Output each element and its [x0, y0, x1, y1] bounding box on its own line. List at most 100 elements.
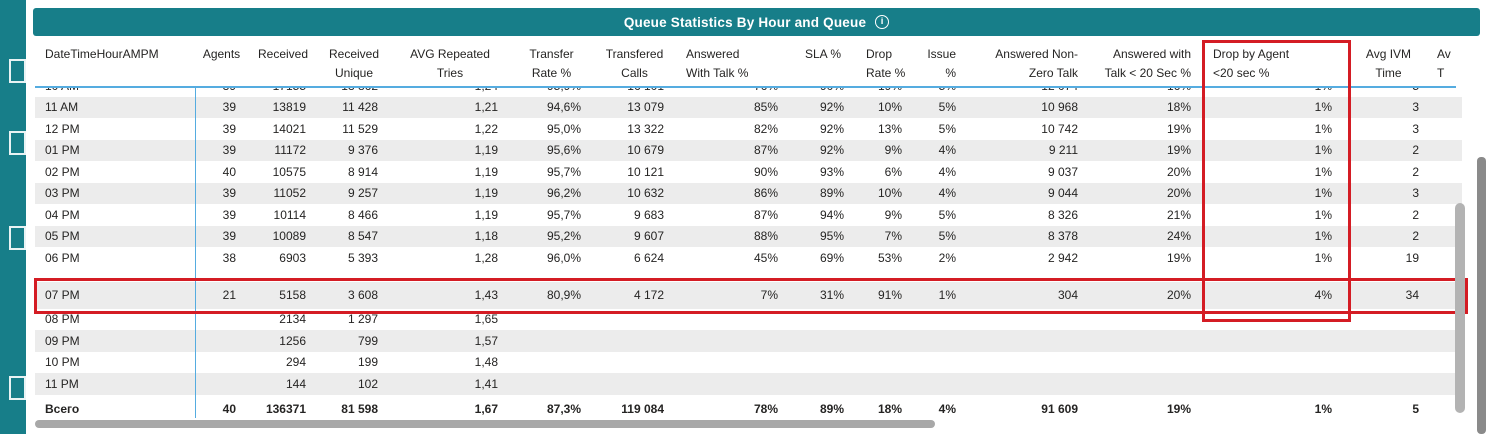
cell-received_unique: 81 598 [341, 402, 378, 416]
cell-avg_repeated_tries: 1,18 [474, 229, 498, 244]
left-panel-button-1[interactable] [9, 59, 26, 83]
column-header-sla_pct[interactable]: SLA % [804, 47, 842, 61]
cell-answered_with_talk_pct: 86% [753, 186, 778, 201]
column-header-drop_by_agent_lt_20_sec_pct[interactable]: Drop by Agent <20 sec % [1213, 47, 1290, 80]
cell-avg_repeated_tries: 1,19 [474, 143, 498, 158]
cell-avg_ivm_time: 34 [1405, 288, 1419, 302]
cell-received_unique: 8 547 [347, 229, 378, 244]
column-header-answered_non_zero_talk[interactable]: Answered Non- Zero Talk [995, 47, 1078, 80]
table-row-06-pm[interactable]: 06 PM 38 6903 5 393 1,28 96,0% 6 624 45% 69% 53% 2… [35, 247, 1462, 269]
table-row-12-pm[interactable]: 12 PM 39 14021 11 529 1,22 95,0% 13 322 82% 92% 1… [35, 118, 1462, 140]
cell-answered_with_talk_pct: 90% [753, 164, 778, 179]
column-header-agents[interactable]: Agents [202, 47, 241, 61]
column-header-avg_ivm_time[interactable]: Avg IVM Time [1365, 47, 1412, 80]
cell-transfer_rate_pct: 96,2% [546, 186, 581, 201]
cell-transfered_calls: 9 607 [633, 229, 664, 244]
cell-date_time_hour_ampm: 03 PM [45, 186, 80, 201]
cell-avg_repeated_tries: 1,19 [474, 164, 498, 179]
table-row-10-am[interactable]: 10 AM391715513 8621,2495,9%16 10176%90%1… [35, 88, 1462, 97]
cell-avg_ivm_time: 5 [1350, 88, 1427, 93]
table-row-04-pm[interactable]: 04 PM 39 10114 8 466 1,19 95,7% 9 683 87% 94% 9% 5… [35, 204, 1462, 226]
table-row-08-pm[interactable]: 08 PM 2134 1 297 1,65 [35, 309, 1462, 331]
table-row-05-pm[interactable]: 05 PM 39 10089 8 547 1,18 95,2% 9 607 88% 95% 7% 5… [35, 225, 1462, 247]
cell-drop_rate_pct: 53% [877, 250, 902, 265]
cell-issue_pct: 5% [938, 229, 956, 244]
table-row-11-pm[interactable]: 11 PM 144 102 1,41 [35, 373, 1462, 395]
cell-drop_rate_pct: 6% [884, 164, 902, 179]
cell-answered_with_talk_pct: 88% [753, 229, 778, 244]
cell-avg_repeated_tries: 1,41 [474, 376, 498, 391]
left-panel-button-2[interactable] [9, 131, 26, 155]
table-row-11-am[interactable]: 11 AM 39 13819 11 428 1,21 94,6% 13 079 85% 92% 1… [35, 96, 1462, 118]
cell-transfered_calls: 10 121 [627, 164, 664, 179]
cell-date_time_hour_ampm: 01 PM [45, 143, 80, 158]
column-header-received_unique[interactable]: Received Unique [328, 47, 380, 80]
cell-transfer_rate_pct: 94,6% [546, 100, 581, 115]
table-row-02-pm[interactable]: 02 PM 40 10575 8 914 1,19 95,7% 10 121 90% 93% 6%… [35, 161, 1462, 183]
cell-transfered_calls: 9 683 [633, 207, 664, 222]
cell-sla_pct: 92% [819, 143, 844, 158]
cell-date_time_hour_ampm: 11 AM [45, 100, 79, 115]
frozen-header-divider-line [35, 86, 1456, 88]
cell-agents: 38 [222, 250, 236, 265]
column-header-answered_with_talk_lt_20_sec_pct[interactable]: Answered with Talk < 20 Sec % [1104, 47, 1191, 80]
column-header-clipped_last[interactable]: Av T [1437, 47, 1451, 80]
column-header-avg_repeated_tries[interactable]: AVG Repeated Tries [410, 47, 490, 80]
cell-received_unique: 5 393 [347, 250, 378, 265]
cell-received: 294 [285, 355, 306, 370]
cell-answered_with_talk_lt_20_sec_pct: 20% [1166, 186, 1191, 201]
left-panel-button-3[interactable] [9, 226, 26, 250]
table-row-09-pm[interactable]: 09 PM 1256 799 1,57 [35, 330, 1462, 352]
cell-avg_repeated_tries: 1,57 [474, 333, 498, 348]
cell-sla_pct: 89% [819, 402, 844, 416]
cell-answered_with_talk_pct: 78% [753, 402, 778, 416]
cell-drop_by_agent_lt_20_sec_pct: 1% [1314, 186, 1332, 201]
cell-date_time_hour_ampm: 12 PM [45, 121, 80, 136]
info-icon[interactable]: i [875, 15, 890, 29]
table-row-01-pm[interactable]: 01 PM 39 11172 9 376 1,19 95,6% 10 679 87% 92% 9%… [35, 139, 1462, 161]
cell-received: 2134 [279, 312, 306, 327]
cell-transfer_rate_pct: 87,3% [546, 402, 581, 416]
cell-issue_pct: 4% [938, 143, 956, 158]
page-vertical-scrollbar-thumb[interactable] [1477, 157, 1486, 434]
table-row-03-pm[interactable]: 03 PM 39 11052 9 257 1,19 96,2% 10 632 86% 89% 10… [35, 182, 1462, 204]
cell-drop_by_agent_lt_20_sec_pct: 1% [1314, 164, 1332, 179]
cell-drop_by_agent_lt_20_sec_pct: 1% [1314, 207, 1332, 222]
table-row-07-pm[interactable]: 07 PM 21 5158 3 608 1,43 80,9% 4 172 7% 31% 91% 1%… [35, 281, 1462, 309]
cell-avg_ivm_time: 3 [1412, 186, 1419, 201]
cell-answered_with_talk_pct: 87% [753, 207, 778, 222]
cell-drop_rate_pct: 91% [877, 288, 902, 302]
column-header-issue_pct[interactable]: Issue % [927, 47, 956, 80]
cell-date_time_hour_ampm: 02 PM [45, 164, 80, 179]
horizontal-scrollbar-thumb[interactable] [35, 420, 935, 428]
cell-answered_with_talk_pct: 87% [753, 143, 778, 158]
column-header-transfer_rate_pct[interactable]: Transfer Rate % [529, 47, 574, 80]
cell-avg_repeated_tries: 1,21 [474, 100, 498, 115]
cell-agents: 40 [222, 402, 236, 416]
left-panel-button-4[interactable] [9, 376, 26, 400]
table-row-10-pm[interactable]: 10 PM 294 199 1,48 [35, 352, 1462, 374]
cell-answered_with_talk_lt_20_sec_pct: 19% [1166, 250, 1191, 265]
cell-answered_with_talk_lt_20_sec_pct: 21% [1166, 207, 1191, 222]
cell-answered_non_zero_talk: 12 074 [968, 88, 1090, 93]
cell-drop_by_agent_lt_20_sec_pct: 1% [1314, 121, 1332, 136]
cell-avg_ivm_time: 19 [1405, 250, 1419, 265]
cell-received_unique: 9 257 [347, 186, 378, 201]
table-vertical-scrollbar-thumb[interactable] [1455, 203, 1465, 413]
cell-received: 17155 [248, 88, 318, 93]
cell-received: 1256 [279, 333, 306, 348]
cell-drop_rate_pct: 7% [884, 229, 902, 244]
cell-answered_non_zero_talk: 2 942 [1047, 250, 1078, 265]
column-header-drop_rate_pct[interactable]: Drop Rate % [866, 47, 906, 80]
column-header-transfered_calls[interactable]: Transfered Calls [605, 47, 664, 80]
cell-date_time_hour_ampm: Всего [45, 402, 80, 416]
cell-transfer_rate_pct: 96,0% [546, 250, 581, 265]
cell-answered_non_zero_talk: 91 609 [1041, 402, 1078, 416]
column-header-answered_with_talk_pct[interactable]: Answered With Talk % [686, 47, 749, 80]
column-header-date_time_hour_ampm[interactable]: DateTimeHourAMPM [45, 47, 159, 61]
table-row-total[interactable]: Всего 40 136371 81 598 1,67 87,3% 119 084 78% 89… [35, 398, 1462, 421]
cell-avg_repeated_tries: 1,19 [474, 207, 498, 222]
cell-received: 6903 [279, 250, 306, 265]
visual-title: Queue Statistics By Hour and Queue [623, 14, 867, 30]
column-header-received[interactable]: Received [257, 47, 309, 61]
